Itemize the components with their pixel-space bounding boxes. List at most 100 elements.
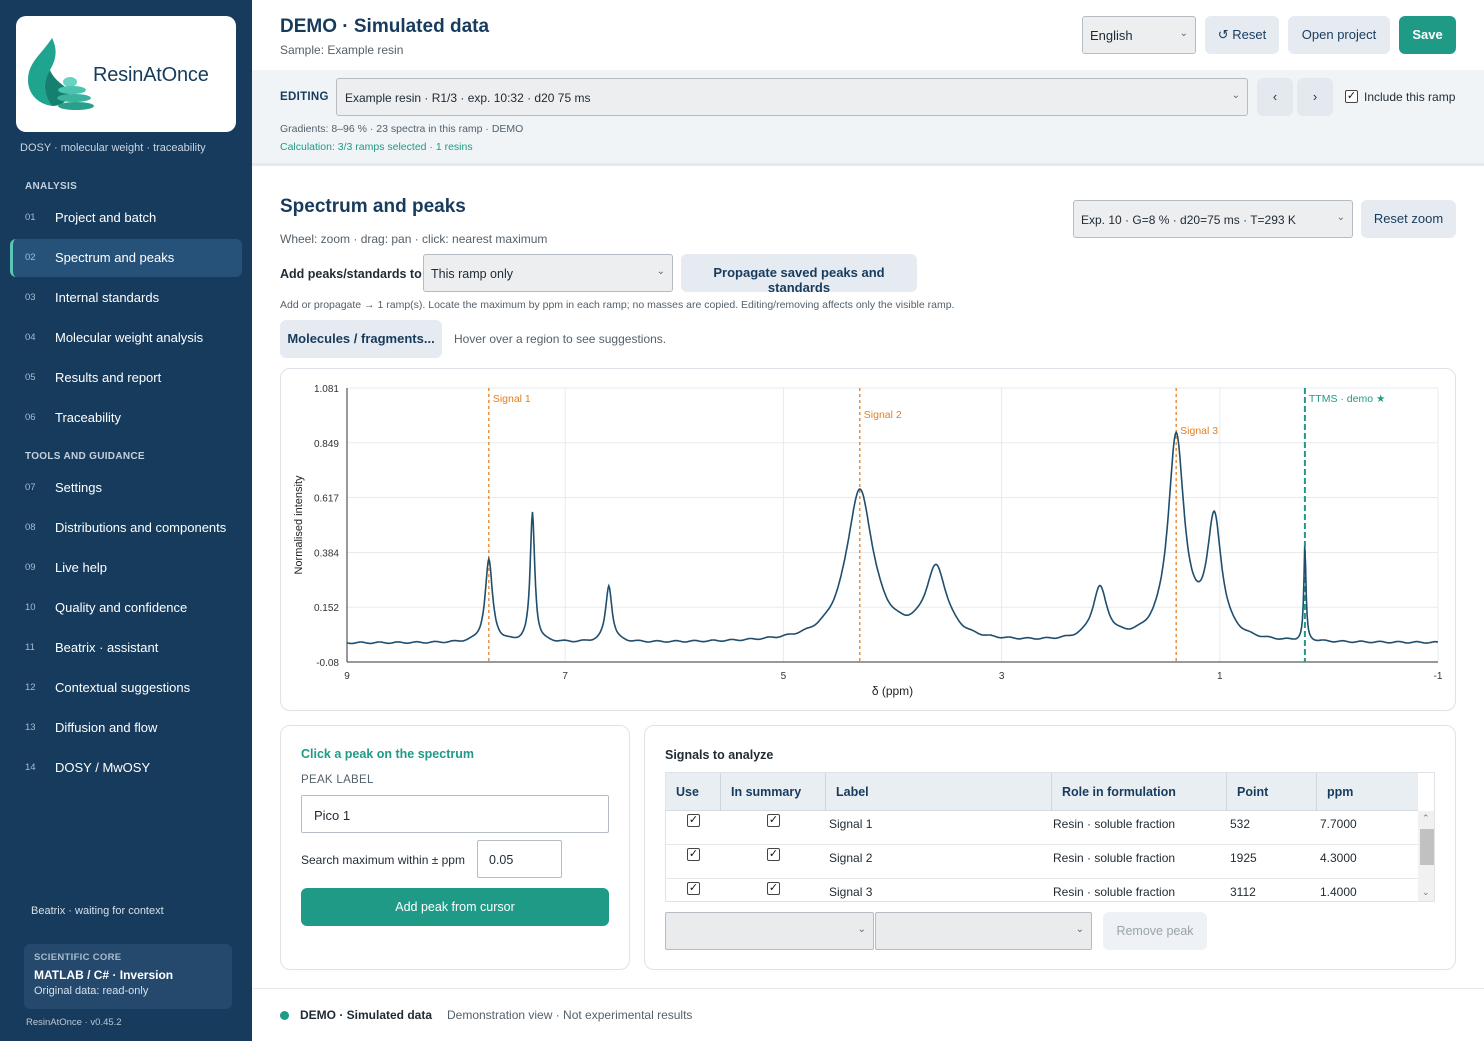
sidebar-item-quality[interactable]: 10 Quality and confidence bbox=[10, 589, 242, 627]
x-tick-label: 3 bbox=[999, 671, 1005, 682]
ramp-select[interactable]: Example resin · R1/3 · exp. 10:32 · d20 … bbox=[336, 78, 1248, 116]
table-row[interactable]: ✓ ✓ Signal 3 Resin · soluble fraction 31… bbox=[666, 879, 1418, 901]
sidebar-item-live-help[interactable]: 09 Live help bbox=[10, 549, 242, 587]
gradients-info: Gradients: 8–96 % · 23 spectra in this r… bbox=[280, 123, 524, 135]
sidebar-item-distributions[interactable]: 08 Distributions and components bbox=[10, 509, 242, 547]
nav-number: 09 bbox=[25, 562, 36, 573]
use-checkbox[interactable]: ✓ bbox=[687, 814, 700, 827]
table-row[interactable]: ✓ ✓ Signal 2 Resin · soluble fraction 19… bbox=[666, 845, 1418, 879]
signal-role: Resin · soluble fraction bbox=[1053, 817, 1176, 831]
propagate-button[interactable]: Propagate saved peaks and standards bbox=[681, 254, 917, 295]
nav-number: 07 bbox=[25, 482, 36, 493]
molecules-button[interactable]: Molecules / fragments... bbox=[280, 320, 442, 358]
open-project-button[interactable]: Open project bbox=[1288, 16, 1390, 54]
include-ramp-label: Include this ramp bbox=[1364, 90, 1456, 104]
scrollbar-thumb[interactable] bbox=[1420, 829, 1434, 865]
remove-peak-button[interactable]: Remove peak bbox=[1103, 912, 1207, 950]
reset-zoom-button[interactable]: Reset zoom bbox=[1361, 200, 1456, 238]
status-dot-icon bbox=[280, 1011, 289, 1020]
x-tick-label: 7 bbox=[562, 671, 568, 682]
summary-checkbox[interactable]: ✓ bbox=[767, 882, 780, 895]
include-ramp-checkbox[interactable]: ✓ bbox=[1345, 90, 1358, 103]
resin-logo-icon bbox=[28, 38, 94, 110]
beatrix-status: Beatrix · waiting for context bbox=[31, 905, 164, 917]
nav-number: 04 bbox=[25, 332, 36, 343]
search-range-input[interactable]: 0.05 bbox=[477, 840, 562, 878]
peak-marker-label: TTMS · demo ★ bbox=[1309, 393, 1386, 405]
editing-bar: EDITING Example resin · R1/3 · exp. 10:3… bbox=[252, 70, 1484, 166]
nav-number: 03 bbox=[25, 292, 36, 303]
section-title: Spectrum and peaks bbox=[280, 196, 466, 217]
signal-label: Signal 2 bbox=[829, 851, 873, 865]
language-value: English bbox=[1090, 28, 1133, 43]
sidebar-item-traceability[interactable]: 06 Traceability bbox=[10, 399, 242, 437]
sidebar-item-settings[interactable]: 07 Settings bbox=[10, 469, 242, 507]
use-checkbox[interactable]: ✓ bbox=[687, 848, 700, 861]
nav-number: 12 bbox=[25, 682, 36, 693]
chevron-down-icon: ⌄ bbox=[656, 266, 665, 277]
sidebar-item-dosy[interactable]: 14 DOSY / MwOSY bbox=[10, 749, 242, 787]
sidebar-item-project[interactable]: 01 Project and batch bbox=[10, 199, 242, 237]
next-ramp-button[interactable]: › bbox=[1297, 78, 1333, 116]
sidebar-item-suggestions[interactable]: 12 Contextual suggestions bbox=[10, 669, 242, 707]
section-analysis-title: ANALYSIS bbox=[25, 181, 78, 192]
interaction-hint: Wheel: zoom · drag: pan · click: nearest… bbox=[280, 232, 548, 246]
editing-label: EDITING bbox=[280, 91, 329, 103]
chevron-down-icon: ⌄ bbox=[1075, 924, 1084, 935]
nav-number: 05 bbox=[25, 372, 36, 383]
y-tick-label: 0.849 bbox=[314, 439, 339, 450]
summary-checkbox[interactable]: ✓ bbox=[767, 814, 780, 827]
sidebar-item-standards[interactable]: 03 Internal standards bbox=[10, 279, 242, 317]
spectrum-trace bbox=[346, 430, 1439, 645]
peak-marker-label: Signal 2 bbox=[864, 409, 902, 421]
use-checkbox[interactable]: ✓ bbox=[687, 882, 700, 895]
language-select[interactable]: English ⌄ bbox=[1082, 16, 1196, 54]
nav-label: Contextual suggestions bbox=[55, 680, 191, 695]
scope-value: This ramp only bbox=[431, 267, 513, 281]
column-point[interactable]: Point bbox=[1237, 785, 1269, 799]
column-role[interactable]: Role in formulation bbox=[1062, 785, 1176, 799]
footer-note: Demonstration view · Not experimental re… bbox=[447, 1008, 693, 1022]
add-to-label: Add peaks/standards to: bbox=[280, 267, 426, 281]
assignment-select[interactable]: ⌄ bbox=[875, 912, 1092, 950]
column-label[interactable]: Label bbox=[836, 785, 869, 799]
nav-number: 06 bbox=[25, 412, 36, 423]
status-footer: DEMO · Simulated data Demonstration view… bbox=[252, 988, 1484, 1041]
nav-label: Live help bbox=[55, 560, 108, 575]
y-tick-label: 0.617 bbox=[314, 494, 339, 505]
experiment-select[interactable]: Exp. 10 · G=8 % · d20=75 ms · T=293 K ⌄ bbox=[1073, 200, 1353, 238]
core-title: SCIENTIFIC CORE bbox=[34, 952, 122, 963]
column-use[interactable]: Use bbox=[676, 785, 699, 799]
page-title: DEMO · Simulated data bbox=[280, 16, 490, 37]
chevron-down-icon: ⌄ bbox=[1231, 90, 1240, 101]
scroll-up-icon[interactable]: ⌃ bbox=[1422, 813, 1430, 823]
footer-title: DEMO · Simulated data bbox=[300, 1008, 433, 1022]
scope-select[interactable]: This ramp only ⌄ bbox=[423, 254, 673, 292]
y-tick-label: 1.081 bbox=[314, 384, 339, 395]
chevron-down-icon: ⌄ bbox=[857, 924, 866, 935]
sidebar-item-molecular-weight[interactable]: 04 Molecular weight analysis bbox=[10, 319, 242, 357]
sidebar-item-spectrum[interactable]: 02 Spectrum and peaks bbox=[10, 239, 242, 277]
table-scrollbar[interactable]: ⌃ ⌄ bbox=[1418, 811, 1434, 901]
signal-point: 532 bbox=[1230, 817, 1251, 831]
add-peak-button[interactable]: Add peak from cursor bbox=[301, 888, 609, 926]
spectrum-chart[interactable]: 1.081 0.849 0.617 0.384 0.152 -0.08 9 7 5 3 1 -1 δ (… bbox=[281, 369, 1457, 712]
save-button[interactable]: Save bbox=[1399, 16, 1456, 54]
propagate-note: Add or propagate → 1 ramp(s). Locate the… bbox=[280, 299, 955, 311]
sidebar-item-diffusion[interactable]: 13 Diffusion and flow bbox=[10, 709, 242, 747]
scroll-down-icon[interactable]: ⌄ bbox=[1422, 887, 1430, 897]
spectrum-chart-card[interactable]: 1.081 0.849 0.617 0.384 0.152 -0.08 9 7 5 3 1 -1 δ (… bbox=[280, 368, 1456, 711]
column-summary[interactable]: In summary bbox=[731, 785, 802, 799]
sidebar-item-results[interactable]: 05 Results and report bbox=[10, 359, 242, 397]
summary-checkbox[interactable]: ✓ bbox=[767, 848, 780, 861]
table-row[interactable]: ✓ ✓ Signal 1 Resin · soluble fraction 53… bbox=[666, 811, 1418, 845]
column-ppm[interactable]: ppm bbox=[1327, 785, 1354, 799]
role-select[interactable]: ⌄ bbox=[665, 912, 874, 950]
reset-button[interactable]: ↺ Reset bbox=[1205, 16, 1279, 54]
signals-table: Use In summary Label Role in formulation… bbox=[665, 772, 1435, 902]
y-axis-label: Normalised intensity bbox=[293, 475, 305, 575]
app-name: ResinAtOnce bbox=[93, 64, 209, 86]
previous-ramp-button[interactable]: ‹ bbox=[1257, 78, 1293, 116]
sidebar-item-beatrix[interactable]: 11 Beatrix · assistant bbox=[10, 629, 242, 667]
peak-label-input[interactable]: Pico 1 bbox=[301, 795, 609, 833]
